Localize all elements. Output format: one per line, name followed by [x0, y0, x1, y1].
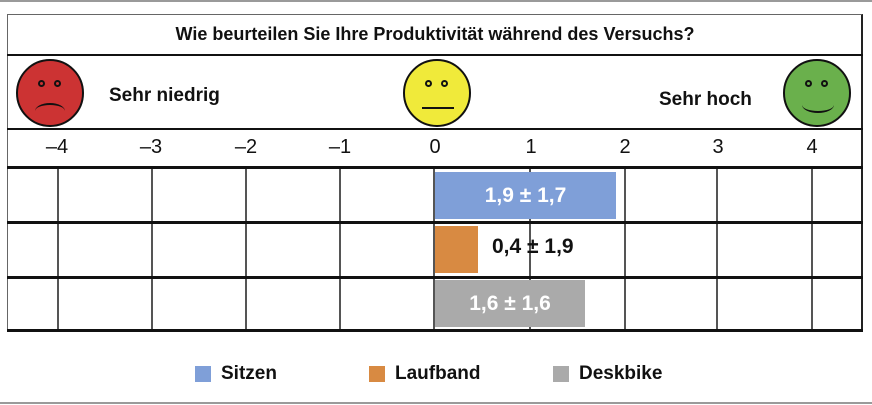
tick: 4: [806, 136, 818, 158]
scale-emoji-row: Sehr niedrig Sehr hoch: [7, 56, 863, 130]
bar-deskbike: 1,6 ± 1,6: [435, 280, 585, 327]
bottom-rule: [0, 402, 872, 404]
happy-face-icon: [783, 59, 851, 127]
bar-sitzen: 1,9 ± 1,7: [435, 172, 616, 219]
high-label: Sehr hoch: [659, 89, 752, 110]
bar-laufband-label: 0,4 ± 1,9: [492, 235, 574, 258]
tick: 0: [429, 136, 441, 158]
legend-item-laufband: Laufband: [369, 363, 481, 385]
x-axis-ticks: –4 –3 –2 –1 0 1 2 3 4: [7, 130, 863, 169]
tick: 2: [619, 136, 631, 158]
tick: –1: [328, 136, 352, 158]
top-rule: [0, 0, 872, 2]
low-label: Sehr niedrig: [109, 85, 220, 106]
legend-swatch: [369, 366, 385, 382]
neutral-face-icon: [403, 59, 471, 127]
legend-item-deskbike: Deskbike: [553, 363, 662, 385]
legend-item-sitzen: Sitzen: [195, 363, 277, 385]
tick: –3: [139, 136, 163, 158]
chart-title: Wie beurteilen Sie Ihre Produktivität wä…: [7, 14, 863, 56]
legend-swatch: [195, 366, 211, 382]
tick: –2: [234, 136, 258, 158]
sad-face-icon: [16, 59, 84, 127]
chart-frame: [7, 14, 863, 332]
tick: 3: [712, 136, 724, 158]
tick: –4: [45, 136, 69, 158]
bar-laufband: [435, 226, 478, 273]
tick: 1: [525, 136, 537, 158]
plot-area: 1,9 ± 1,7 0,4 ± 1,9 1,6 ± 1,6: [7, 169, 863, 332]
legend-swatch: [553, 366, 569, 382]
